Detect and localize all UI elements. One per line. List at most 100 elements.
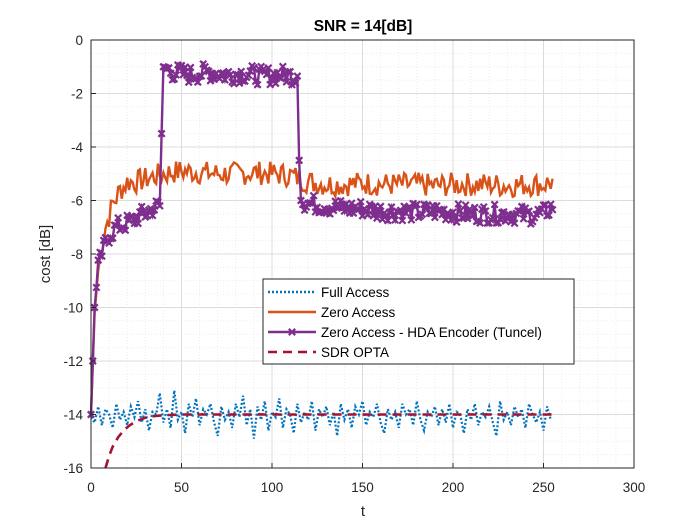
series-hda-encoder-marker [148, 211, 157, 220]
legend-label: Zero Access - HDA Encoder (Tuncel) [321, 325, 542, 340]
series-hda-encoder-marker [423, 200, 432, 209]
series-hda-encoder-marker [418, 210, 427, 219]
legend-label: Full Access [321, 285, 390, 300]
series-hda-encoder-marker [548, 205, 557, 214]
series-hda-encoder-marker [182, 71, 191, 80]
legend-box [262, 278, 575, 365]
series-hda-encoder-marker [546, 200, 555, 209]
series-hda-encoder-marker [273, 68, 282, 77]
series-hda-encoder-marker [363, 210, 372, 219]
series-hda-encoder-marker [456, 206, 465, 215]
x-tick-label: 300 [623, 480, 646, 495]
chart-title: SNR = 14[dB] [314, 18, 413, 35]
y-tick-label: -2 [71, 87, 83, 102]
series-hda-encoder-marker [137, 202, 146, 211]
series-hda-encoder-marker [97, 252, 106, 261]
legend-marker [288, 328, 296, 336]
series-hda-encoder-marker [356, 197, 365, 206]
series-hda-encoder-marker [295, 156, 304, 165]
series-hda-encoder-marker [134, 219, 143, 228]
series-hda-encoder-marker [164, 63, 173, 72]
y-tick-label: 0 [75, 33, 83, 48]
series-hda-encoder-marker [237, 67, 246, 76]
series-hda-encoder-marker [336, 196, 345, 205]
series-hda-encoder-marker [525, 207, 533, 216]
series-hda-encoder-marker [490, 200, 499, 209]
series-layer [87, 59, 557, 469]
series-hda-encoder-marker [244, 71, 253, 80]
series-hda-encoder-marker [155, 201, 164, 210]
series-hda-encoder-marker [249, 63, 258, 72]
legend: Full Access Zero Access Zero Access - HDA … [262, 278, 575, 365]
legend-label: SDR OPTA [321, 345, 389, 360]
series-hda-encoder-marker [407, 215, 416, 224]
series-hda-encoder-marker [157, 129, 166, 138]
series-hda-encoder-marker [195, 72, 204, 81]
series-hda-encoder-marker [172, 70, 181, 79]
series-hda-encoder-marker [193, 78, 202, 87]
series-hda-encoder-marker [266, 80, 275, 89]
series-hda-encoder-marker [499, 207, 508, 216]
series-full-access-line [90, 390, 552, 439]
x-tick-label: 50 [174, 480, 189, 495]
x-tick-label: 250 [532, 480, 555, 495]
series-hda-encoder-marker [539, 201, 548, 210]
series-hda-encoder-marker [197, 72, 206, 81]
series-sdr-opta-line [104, 413, 553, 469]
x-axis-ticks: 0 50 100 150 200 250 300 [87, 463, 645, 495]
series-hda-encoder-marker [282, 77, 291, 86]
series-hda-encoder-marker [108, 234, 117, 243]
series-hda-encoder-marker [373, 214, 381, 223]
legend-label: Zero Access [321, 305, 396, 320]
series-hda-encoder-marker [430, 213, 439, 222]
series-hda-encoder-marker [519, 214, 528, 223]
series-hda-encoder-marker [449, 208, 457, 217]
series-hda-encoder-marker [358, 211, 367, 220]
x-tick-label: 0 [87, 480, 95, 495]
series-hda-encoder-marker [481, 207, 490, 215]
series-hda-encoder-marker [476, 219, 485, 227]
y-axis-label: cost [dB] [37, 225, 54, 283]
series-hda-encoder-marker [479, 202, 488, 211]
series-hda-encoder-marker [186, 63, 195, 72]
series-hda-encoder-marker [277, 74, 286, 83]
y-tick-label: -10 [63, 301, 83, 316]
series-zero-access-line [89, 160, 554, 415]
series-hda-encoder-marker [166, 69, 175, 78]
series-hda-encoder-marker [470, 203, 479, 212]
series-hda-encoder-marker [291, 79, 300, 88]
y-tick-label: -4 [71, 140, 83, 155]
series-hda-encoder-marker [383, 216, 392, 225]
series-hda-encoder-marker [391, 216, 400, 224]
series-hda-encoder-marker [398, 216, 407, 225]
series-hda-encoder-marker [412, 200, 421, 209]
series-hda-encoder-marker [376, 202, 385, 211]
series-hda-encoder-marker [286, 67, 295, 76]
x-axis-label: t [361, 503, 366, 520]
legend-items: Full Access Zero Access Zero Access - HDA … [268, 285, 542, 360]
series-hda-encoder-marker [114, 213, 123, 222]
series-hda-encoder-marker [253, 80, 262, 89]
x-tick-label: 100 [261, 480, 284, 495]
y-tick-label: -12 [63, 354, 83, 369]
plot-area [87, 39, 635, 469]
x-tick-label: 150 [351, 480, 374, 495]
series-hda-encoder-marker [92, 283, 101, 292]
series-hda-encoder-marker [401, 209, 410, 218]
y-axis-ticks: 0 -2 -4 -6 -8 -10 -12 -14 -16 [63, 33, 96, 476]
series-hda-encoder-marker [544, 211, 553, 220]
series-hda-encoder-marker [121, 226, 130, 235]
series-hda-encoder-marker [454, 200, 463, 208]
y-tick-label: -6 [71, 194, 83, 209]
series-hda-encoder-marker [293, 72, 302, 81]
y-tick-label: -14 [63, 408, 83, 423]
series-hda-encoder-marker [496, 215, 505, 223]
x-tick-label: 200 [442, 480, 465, 495]
series-hda-encoder-marker [374, 207, 383, 216]
series-hda-encoder-marker [215, 74, 224, 83]
series-hda-encoder-marker [463, 214, 472, 223]
series-hda-encoder-marker [510, 219, 519, 228]
series-hda-encoder-marker [278, 62, 287, 71]
y-tick-label: -8 [71, 247, 83, 262]
